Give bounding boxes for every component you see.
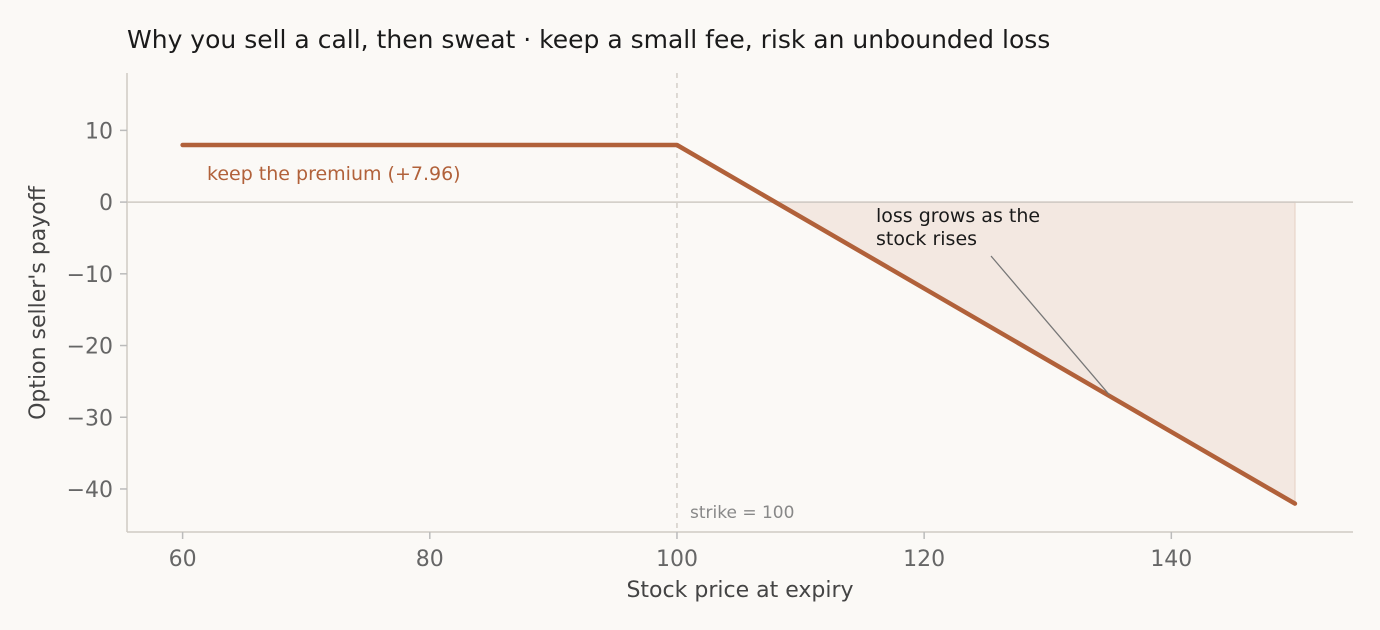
y-tick-label: −20 (67, 335, 113, 360)
x-tick-label: 140 (1150, 547, 1192, 572)
strike-annotation: strike = 100 (690, 503, 794, 523)
y-tick-label: −30 (67, 406, 113, 431)
loss-annotation-line-2: stock rises (876, 228, 977, 250)
loss-annotation-arrow (990, 255, 1111, 396)
chart-title: Why you sell a call, then sweat · keep a… (127, 25, 1050, 54)
y-tick-label: 0 (99, 191, 113, 216)
loss-annotation-line-1: loss grows as the (876, 205, 1040, 227)
x-axis-label: Stock price at expiry (626, 578, 853, 603)
series-layer (180, 142, 1298, 506)
y-tick-label: 10 (85, 119, 113, 144)
premium-annotation: keep the premium (+7.96) (207, 163, 461, 185)
x-tick-label: 100 (656, 547, 698, 572)
x-tick-label: 80 (416, 547, 444, 572)
payoff-line (180, 142, 1298, 506)
y-axis-label: Option seller's payoff (26, 185, 51, 420)
y-tick-label: −10 (67, 263, 113, 288)
annotations-layer: keep the premium (+7.96) loss grows as t… (207, 163, 1111, 523)
y-tick-label: −40 (67, 478, 113, 503)
reference-lines (127, 73, 1353, 532)
x-tick-label: 120 (903, 547, 945, 572)
x-tick-label: 60 (169, 547, 197, 572)
